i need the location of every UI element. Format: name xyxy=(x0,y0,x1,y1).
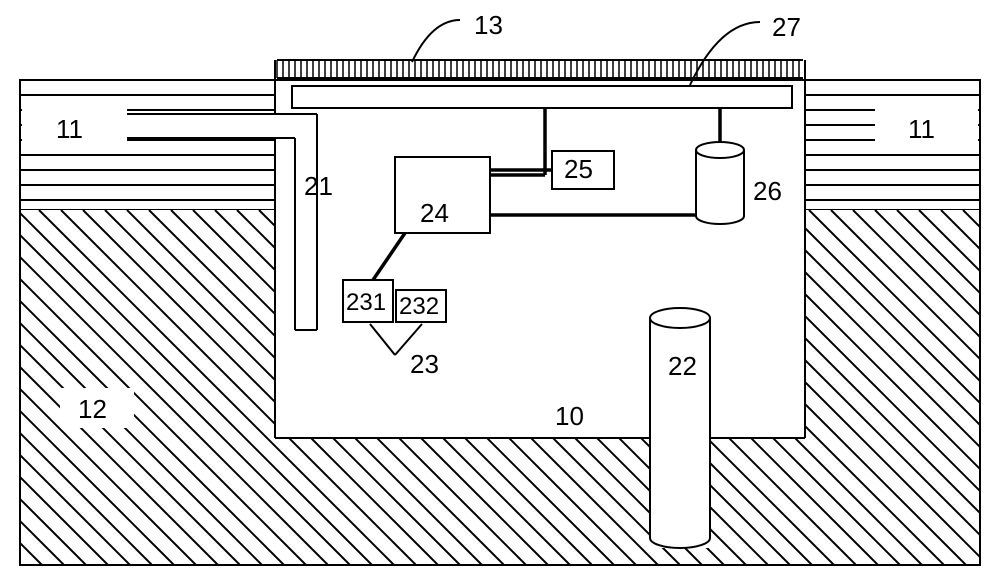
label: 24 xyxy=(420,198,449,228)
label: 26 xyxy=(753,176,782,206)
label: 11 xyxy=(908,114,935,144)
label: 232 xyxy=(399,293,439,320)
label: 21 xyxy=(304,171,333,201)
label: 22 xyxy=(668,351,697,381)
label: 27 xyxy=(772,12,801,42)
leader-13 xyxy=(412,20,460,62)
label: 11 xyxy=(56,114,83,144)
technical-diagram: 13 27 11 11 12 21 24 25 26 231 232 23 22 10 xyxy=(0,0,1000,577)
label: 10 xyxy=(555,401,584,431)
label: 231 xyxy=(346,289,386,316)
label: 23 xyxy=(410,349,439,379)
label: 12 xyxy=(78,394,107,424)
label: 13 xyxy=(474,10,503,40)
label: 25 xyxy=(564,154,593,184)
